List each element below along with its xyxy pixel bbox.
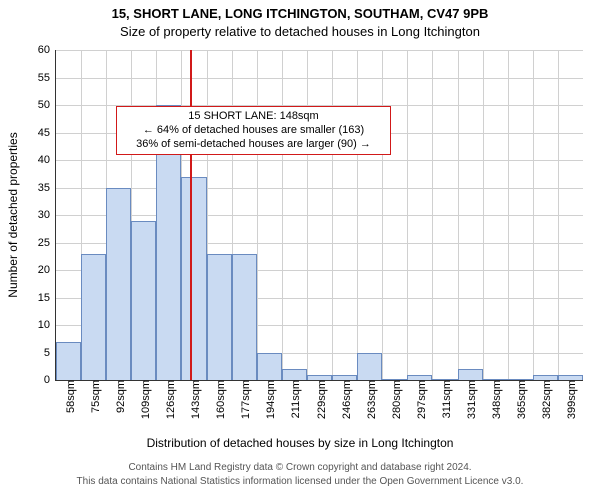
gridline-v (558, 50, 559, 380)
y-tick: 10 (38, 319, 56, 331)
y-tick: 25 (38, 237, 56, 249)
bar (131, 221, 156, 381)
y-tick: 45 (38, 127, 56, 139)
x-tick: 177sqm (236, 380, 252, 419)
bar (106, 188, 131, 381)
x-tick: 297sqm (412, 380, 428, 419)
x-tick: 160sqm (211, 380, 227, 419)
bar (257, 353, 282, 381)
x-tick: 382sqm (537, 380, 553, 419)
gridline-v (533, 50, 534, 380)
gridline-v (407, 50, 408, 380)
y-tick: 60 (38, 44, 56, 56)
callout-line: 15 SHORT LANE: 148sqm (123, 110, 384, 124)
gridline-v (458, 50, 459, 380)
footer-line1: Contains HM Land Registry data © Crown c… (0, 462, 600, 473)
gridline-v (382, 50, 383, 380)
gridline-v (357, 50, 358, 380)
gridline-v (432, 50, 433, 380)
y-tick: 35 (38, 182, 56, 194)
y-tick: 50 (38, 99, 56, 111)
x-tick: 58sqm (61, 380, 77, 413)
bar (232, 254, 257, 381)
y-tick: 20 (38, 264, 56, 276)
x-tick: 229sqm (312, 380, 328, 419)
gridline-h (56, 160, 583, 161)
gridline-h (56, 78, 583, 79)
x-tick: 246sqm (337, 380, 353, 419)
y-tick: 0 (44, 374, 56, 386)
gridline-v (332, 50, 333, 380)
x-tick: 263sqm (362, 380, 378, 419)
chart-title-line2: Size of property relative to detached ho… (0, 24, 600, 39)
callout-box: 15 SHORT LANE: 148sqm← 64% of detached h… (116, 106, 391, 155)
callout-line: ← 64% of detached houses are smaller (16… (123, 124, 384, 138)
gridline-v (483, 50, 484, 380)
y-tick: 40 (38, 154, 56, 166)
bar (81, 254, 106, 381)
callout-line: 36% of semi-detached houses are larger (… (123, 138, 384, 152)
gridline-v (508, 50, 509, 380)
x-axis-label: Distribution of detached houses by size … (0, 436, 600, 450)
chart-title-line1: 15, SHORT LANE, LONG ITCHINGTON, SOUTHAM… (0, 6, 600, 21)
gridline-v (282, 50, 283, 380)
bar (181, 177, 206, 381)
x-tick: 348sqm (487, 380, 503, 419)
y-axis-label: Number of detached properties (6, 132, 20, 297)
y-tick: 30 (38, 209, 56, 221)
x-tick: 143sqm (186, 380, 202, 419)
bar (458, 369, 483, 380)
gridline-h (56, 50, 583, 51)
chart-container: { "title": { "line1": "15, SHORT LANE, L… (0, 0, 600, 500)
x-tick: 75sqm (86, 380, 102, 413)
gridline-v (307, 50, 308, 380)
y-tick: 15 (38, 292, 56, 304)
x-tick: 126sqm (161, 380, 177, 419)
x-tick: 211sqm (286, 380, 302, 418)
gridline-h (56, 188, 583, 189)
x-tick: 331sqm (462, 380, 478, 419)
x-tick: 311sqm (437, 380, 453, 418)
x-tick: 109sqm (136, 380, 152, 419)
x-tick: 365sqm (512, 380, 528, 419)
plot-area: 05101520253035404550556058sqm75sqm92sqm1… (55, 50, 583, 381)
bar (357, 353, 382, 381)
footer-line2: This data contains National Statistics i… (0, 476, 600, 487)
y-tick: 5 (44, 347, 56, 359)
bar (207, 254, 232, 381)
gridline-h (56, 215, 583, 216)
reference-line (190, 50, 192, 380)
x-tick: 194sqm (261, 380, 277, 419)
x-tick: 399sqm (562, 380, 578, 419)
y-tick: 55 (38, 72, 56, 84)
bar (282, 369, 307, 380)
x-tick: 280sqm (387, 380, 403, 419)
x-tick: 92sqm (111, 380, 127, 413)
gridline-v (257, 50, 258, 380)
bar (56, 342, 81, 381)
